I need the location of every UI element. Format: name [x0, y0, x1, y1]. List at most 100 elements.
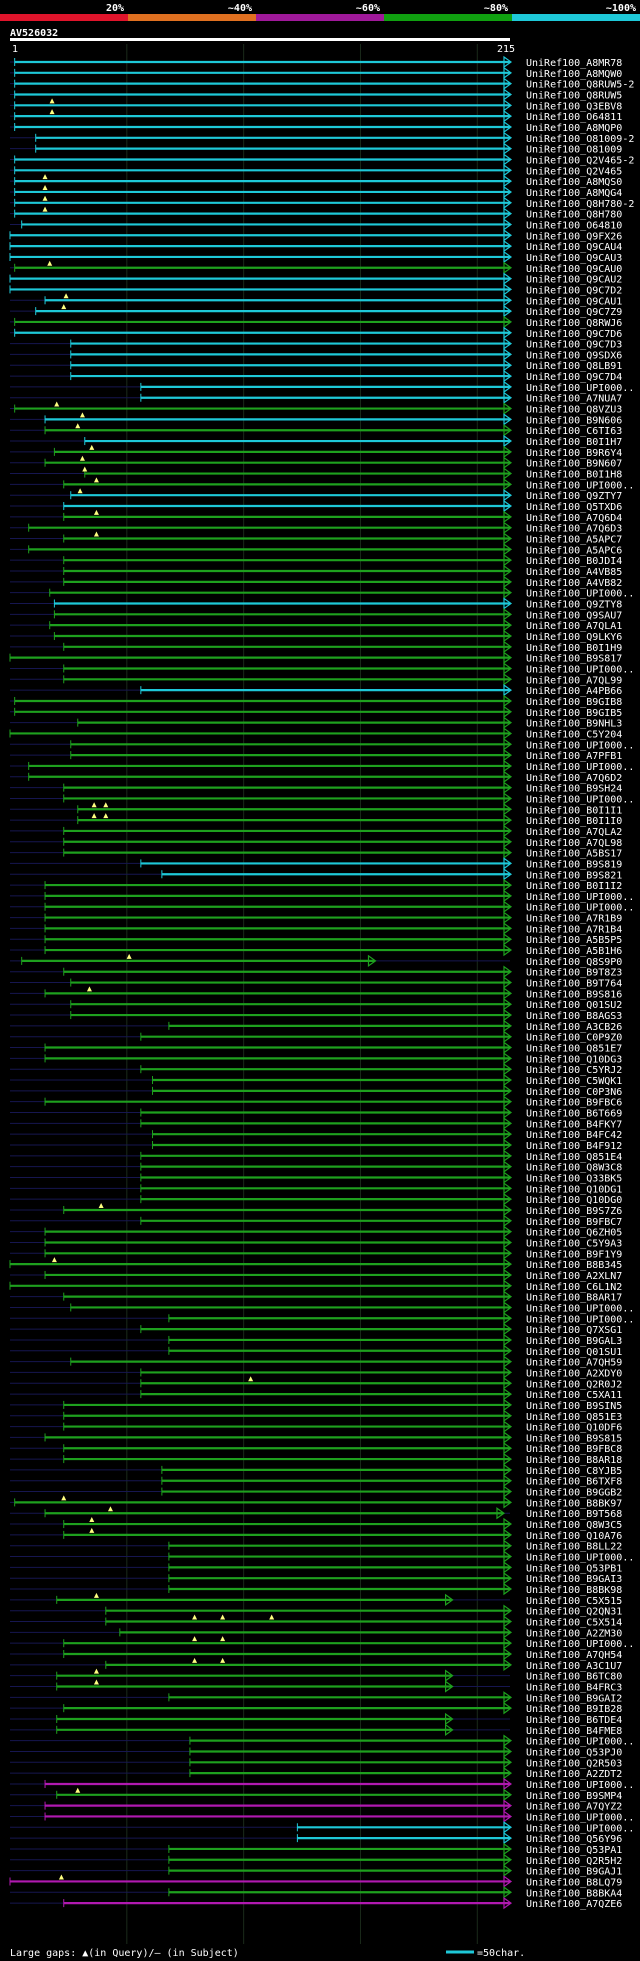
hit-label[interactable]: UniRef100_Q9SAU7: [526, 610, 622, 621]
hit-row[interactable]: UniRef100_B8BKA4: [10, 1886, 622, 1899]
hit-row[interactable]: UniRef100_Q8LB91: [10, 359, 622, 372]
hit-row[interactable]: UniRef100_B9IB28: [10, 1701, 622, 1715]
hit-label[interactable]: UniRef100_B9FBC7: [526, 1217, 622, 1228]
hit-row[interactable]: UniRef100_C0P9Z0: [10, 1030, 622, 1044]
hit-label[interactable]: UniRef100_B9SH24: [526, 784, 622, 795]
hit-row[interactable]: UniRef100_B8BK97: [10, 1495, 622, 1509]
hit-label[interactable]: UniRef100_Q3EBV8: [526, 101, 622, 112]
hit-label[interactable]: UniRef100_Q7XSG1: [526, 1325, 622, 1336]
hit-label[interactable]: UniRef100_UPI000..: [526, 1553, 634, 1564]
hit-label[interactable]: UniRef100_B0I1H8: [526, 470, 622, 481]
hit-row[interactable]: UniRef100_Q56Y96: [10, 1831, 622, 1845]
hit-label[interactable]: UniRef100_B9GIB5: [526, 708, 622, 719]
hit-label[interactable]: UniRef100_UPI000..: [526, 1737, 634, 1748]
hit-row[interactable]: UniRef100_B6T669: [10, 1106, 622, 1120]
hit-row[interactable]: UniRef100_UPI000..: [10, 1734, 634, 1748]
hit-row[interactable]: UniRef100_Q9LKY6: [10, 629, 622, 643]
hit-label[interactable]: UniRef100_C0P3N6: [526, 1087, 622, 1098]
hit-label[interactable]: UniRef100_UPI000..: [526, 1812, 634, 1823]
hit-label[interactable]: UniRef100_B4FC42: [526, 1130, 622, 1141]
hit-label[interactable]: UniRef100_A8MQW0: [526, 69, 622, 80]
hit-row[interactable]: UniRef100_Q9C7D4: [10, 369, 622, 383]
hit-row[interactable]: UniRef100_C6L1N2: [9, 1279, 622, 1293]
hit-row[interactable]: UniRef100_B8B345: [9, 1257, 622, 1271]
hit-row[interactable]: UniRef100_Q2QN31: [10, 1604, 622, 1618]
hit-label[interactable]: UniRef100_B0JDI4: [526, 556, 622, 567]
hit-label[interactable]: UniRef100_A5B1H6: [526, 946, 622, 957]
hit-row[interactable]: UniRef100_Q9ZTY8: [10, 597, 622, 611]
hit-row[interactable]: UniRef100_B8LQ79: [9, 1874, 622, 1888]
hit-label[interactable]: UniRef100_A2XLN7: [526, 1271, 622, 1282]
hit-label[interactable]: UniRef100_A5B5P5: [526, 935, 622, 946]
hit-row[interactable]: UniRef100_Q01SU1: [10, 1344, 622, 1358]
hit-row[interactable]: UniRef100_A7PFB1: [10, 748, 622, 762]
hit-row[interactable]: UniRef100_Q53PJ0: [10, 1745, 622, 1758]
hit-label[interactable]: UniRef100_B8AR18: [526, 1455, 622, 1466]
hit-label[interactable]: UniRef100_UPI000..: [526, 1639, 634, 1650]
hit-row[interactable]: UniRef100_B9S819: [10, 857, 622, 870]
hit-row[interactable]: UniRef100_Q10DG0: [10, 1192, 622, 1206]
hit-row[interactable]: UniRef100_O64810: [10, 218, 622, 231]
hit-row[interactable]: UniRef100_Q53PB1: [10, 1561, 622, 1574]
hit-label[interactable]: UniRef100_B6T669: [526, 1109, 622, 1120]
hit-label[interactable]: UniRef100_Q53PA1: [526, 1845, 622, 1856]
hit-row[interactable]: UniRef100_Q3EBV8: [10, 98, 622, 112]
hit-label[interactable]: UniRef100_UPI000..: [526, 1303, 634, 1314]
hit-label[interactable]: UniRef100_B8B345: [526, 1260, 622, 1271]
hit-label[interactable]: UniRef100_C5X515: [526, 1596, 622, 1607]
hit-row[interactable]: UniRef100_B0JDI4: [10, 554, 622, 567]
hit-label[interactable]: UniRef100_Q851E3: [526, 1412, 622, 1423]
hit-row[interactable]: UniRef100_B0I1I2: [10, 878, 622, 892]
hit-label[interactable]: UniRef100_B8AGS3: [526, 1011, 622, 1022]
hit-row[interactable]: UniRef100_Q8W3C5: [10, 1517, 622, 1531]
hit-row[interactable]: UniRef100_UPI000..: [10, 1636, 634, 1650]
hit-label[interactable]: UniRef100_Q56Y96: [526, 1834, 622, 1845]
hit-label[interactable]: UniRef100_C0P9Z0: [526, 1033, 622, 1044]
hit-row[interactable]: UniRef100_UPI000..: [10, 738, 634, 751]
hit-row[interactable]: UniRef100_Q53PA1: [10, 1842, 622, 1856]
hit-label[interactable]: UniRef100_A7QH54: [526, 1650, 622, 1661]
hit-label[interactable]: UniRef100_UPI000..: [526, 589, 634, 600]
hit-row[interactable]: UniRef100_A4VB82: [10, 575, 622, 589]
hit-label[interactable]: UniRef100_UPI000..: [526, 762, 634, 773]
hit-label[interactable]: UniRef100_O64810: [526, 220, 622, 231]
hit-row[interactable]: UniRef100_UPI000..: [10, 900, 634, 914]
hit-row[interactable]: UniRef100_A8MQP0: [10, 120, 622, 134]
hit-label[interactable]: UniRef100_B0I1I0: [526, 816, 622, 827]
hit-row[interactable]: UniRef100_A7QH54: [10, 1647, 622, 1661]
hit-row[interactable]: UniRef100_B9T764: [10, 976, 622, 990]
hit-row[interactable]: UniRef100_UPI000..: [10, 1312, 634, 1325]
hit-row[interactable]: UniRef100_Q2R0J2: [10, 1376, 622, 1390]
hit-label[interactable]: UniRef100_B9N607: [526, 459, 622, 470]
hit-label[interactable]: UniRef100_A8MR78: [526, 58, 622, 69]
hit-row[interactable]: UniRef100_B9FBC6: [10, 1095, 622, 1109]
hit-row[interactable]: UniRef100_B0I1I0: [10, 813, 622, 827]
hit-label[interactable]: UniRef100_UPI000..: [526, 1314, 634, 1325]
hit-label[interactable]: UniRef100_Q851E4: [526, 1152, 622, 1163]
hit-label[interactable]: UniRef100_Q9FX26: [526, 231, 622, 242]
hit-label[interactable]: UniRef100_B9FBC8: [526, 1444, 622, 1455]
hit-row[interactable]: UniRef100_A8MR78: [10, 55, 622, 69]
hit-label[interactable]: UniRef100_C5Y204: [526, 729, 622, 740]
hit-row[interactable]: UniRef100_UPI000..: [10, 792, 634, 805]
hit-row[interactable]: UniRef100_B9N607: [10, 455, 622, 470]
hit-row[interactable]: UniRef100_Q10DF6: [10, 1420, 622, 1434]
hit-label[interactable]: UniRef100_Q9C7D4: [526, 372, 622, 383]
hit-row[interactable]: UniRef100_A7Q6D2: [10, 770, 622, 784]
hit-label[interactable]: UniRef100_B9GAI2: [526, 1693, 622, 1704]
hit-label[interactable]: UniRef100_Q8W3C5: [526, 1520, 622, 1531]
hit-row[interactable]: UniRef100_A7Q6D3: [10, 521, 622, 535]
hit-row[interactable]: UniRef100_Q6ZH05: [10, 1225, 622, 1239]
hit-label[interactable]: UniRef100_C5X514: [526, 1618, 622, 1629]
hit-row[interactable]: UniRef100_Q8VZU3: [10, 401, 622, 416]
hit-row[interactable]: UniRef100_B9SMP4: [10, 1787, 622, 1802]
hit-row[interactable]: UniRef100_A7QLA2: [10, 824, 622, 838]
hit-label[interactable]: UniRef100_A7QH59: [526, 1358, 622, 1369]
hit-row[interactable]: UniRef100_UPI000..: [10, 586, 634, 600]
hit-label[interactable]: UniRef100_Q9C7D3: [526, 340, 622, 351]
hit-row[interactable]: UniRef100_B4FKY7: [10, 1117, 622, 1130]
hit-label[interactable]: UniRef100_A7PFB1: [526, 751, 622, 762]
hit-row[interactable]: UniRef100_Q9CAU2: [9, 272, 622, 286]
hit-label[interactable]: UniRef100_B4FME8: [526, 1726, 622, 1737]
hit-row[interactable]: UniRef100_B8AR18: [10, 1452, 622, 1466]
